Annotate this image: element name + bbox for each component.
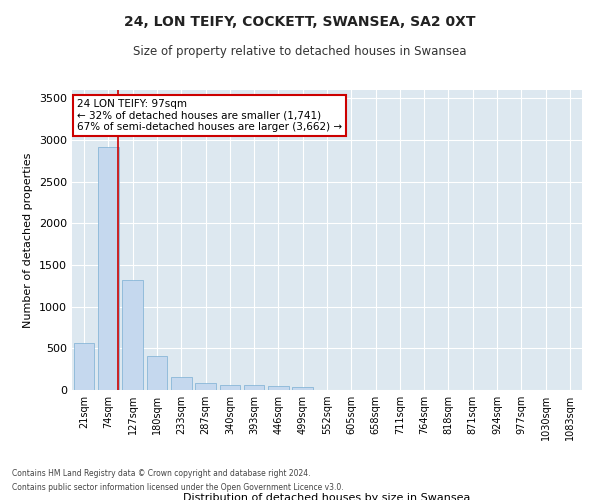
Bar xyxy=(171,376,191,390)
Text: 24, LON TEIFY, COCKETT, SWANSEA, SA2 0XT: 24, LON TEIFY, COCKETT, SWANSEA, SA2 0XT xyxy=(124,15,476,29)
Bar xyxy=(292,386,313,390)
Bar xyxy=(195,384,216,390)
Bar xyxy=(146,356,167,390)
Text: Contains HM Land Registry data © Crown copyright and database right 2024.: Contains HM Land Registry data © Crown c… xyxy=(12,468,311,477)
Text: Contains public sector information licensed under the Open Government Licence v3: Contains public sector information licen… xyxy=(12,484,344,492)
Text: Size of property relative to detached houses in Swansea: Size of property relative to detached ho… xyxy=(133,45,467,58)
Text: 24 LON TEIFY: 97sqm
← 32% of detached houses are smaller (1,741)
67% of semi-det: 24 LON TEIFY: 97sqm ← 32% of detached ho… xyxy=(77,99,342,132)
Bar xyxy=(122,280,143,390)
Bar xyxy=(98,146,119,390)
Bar xyxy=(268,386,289,390)
X-axis label: Distribution of detached houses by size in Swansea: Distribution of detached houses by size … xyxy=(184,493,470,500)
Bar xyxy=(244,386,265,390)
Bar xyxy=(74,342,94,390)
Bar xyxy=(220,385,240,390)
Y-axis label: Number of detached properties: Number of detached properties xyxy=(23,152,34,328)
